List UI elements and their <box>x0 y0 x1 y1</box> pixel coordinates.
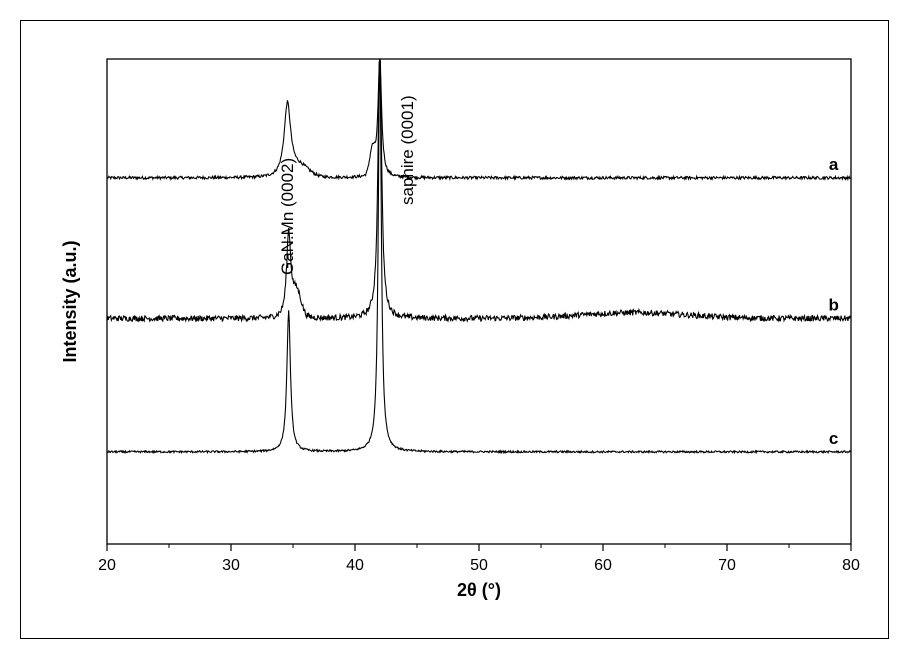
x-tick-label-40: 40 <box>346 557 364 574</box>
x-tick-label-30: 30 <box>222 557 240 574</box>
series-label-a: a <box>829 155 839 174</box>
label-layer: a b c GaN:Mn (0002) saphire (0001) <box>278 95 839 447</box>
x-tick-label-70: 70 <box>718 557 736 574</box>
series-label-c: c <box>829 429 838 448</box>
annotation-2: saphire (0001) <box>398 95 417 205</box>
series-layer <box>106 58 852 455</box>
series-line-c <box>106 58 852 455</box>
series-label-b: b <box>828 295 838 314</box>
plot-area: 20 30 40 50 60 70 80 a b c GaN:Mn (0002) saphire (… <box>98 58 860 574</box>
x-axis-title: 2θ (°) <box>457 580 501 600</box>
series-line-b <box>106 58 852 323</box>
x-tick-label-60: 60 <box>594 557 612 574</box>
y-axis-title: Intensity (a.u.) <box>60 240 80 362</box>
series-line-a <box>106 58 852 182</box>
x-tick-label-20: 20 <box>98 557 116 574</box>
plot-border <box>106 58 852 545</box>
annotation-1: GaN:Mn (0002) <box>278 158 297 275</box>
chart-frame <box>20 20 889 639</box>
x-tick-label-50: 50 <box>470 557 488 574</box>
tick-layer: 20 30 40 50 60 70 80 <box>98 544 860 574</box>
x-tick-label-80: 80 <box>842 557 860 574</box>
